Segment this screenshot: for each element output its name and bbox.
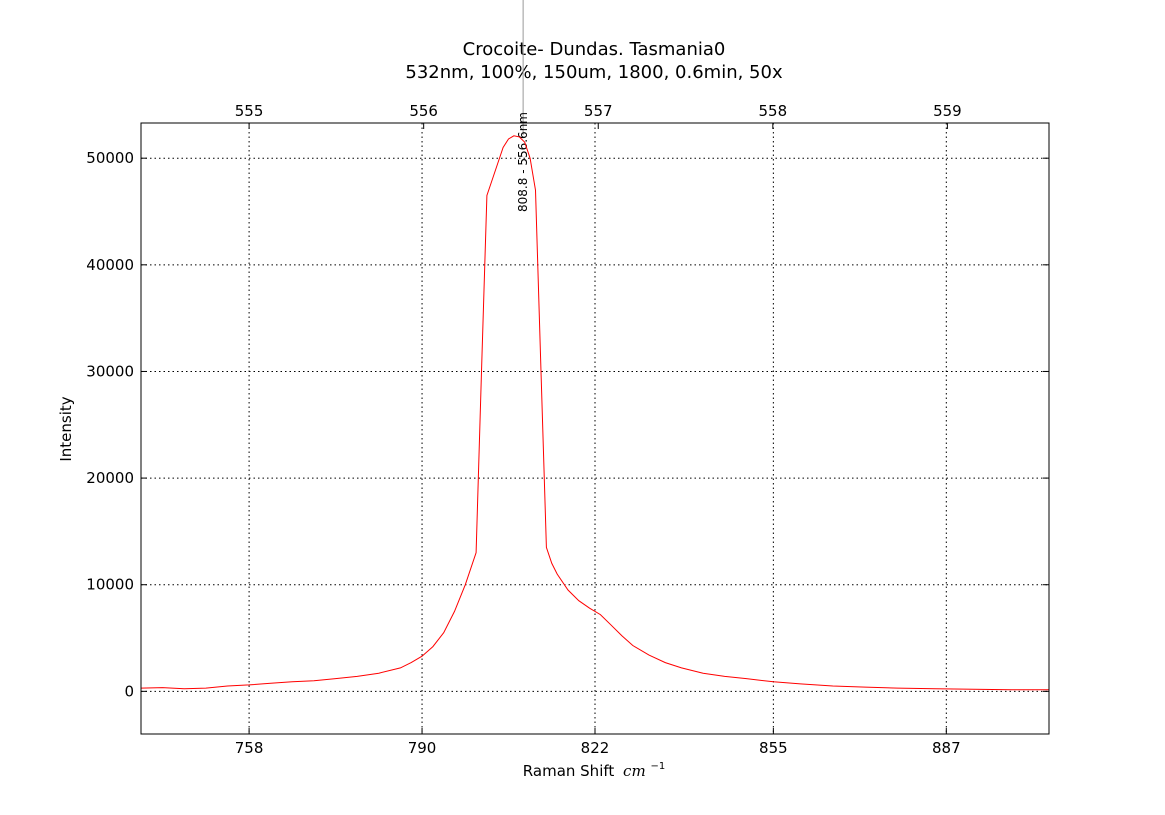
y-tick-label: 40000 (86, 256, 134, 274)
x-tick-label: 758 (235, 739, 264, 757)
x-tick-label: 855 (759, 739, 788, 757)
x-axis-label-text: Raman Shift (523, 762, 615, 780)
y-tick-label: 20000 (86, 469, 134, 487)
y-tick-label: 0 (124, 682, 134, 700)
x-tick-label: 790 (408, 739, 437, 757)
plot-frame (140, 122, 1050, 735)
axis-ticks: 758 790 822 855 887 0 10000 20000 30000 40000 5000… (86, 102, 1049, 757)
x-axis-unit-exponent: −1 (650, 761, 665, 772)
y-tick-label: 50000 (86, 149, 134, 167)
top-tick-label: 555 (235, 102, 264, 120)
chart-subtitle: 532nm, 100%, 150um, 1800, 0.6min, 50x (405, 62, 783, 83)
x-axis-unit: cm (623, 762, 646, 780)
x-axis-label: Raman Shift cm −1 (523, 761, 665, 780)
top-tick-label: 559 (933, 102, 962, 120)
top-tick-label: 558 (758, 102, 787, 120)
grid-lines (141, 123, 1049, 734)
x-tick-label: 887 (932, 739, 961, 757)
top-tick-label: 557 (584, 102, 613, 120)
y-tick-label: 30000 (86, 362, 134, 380)
chart-title: Crocoite- Dundas. Tasmania0 (463, 39, 726, 60)
x-tick-label: 822 (581, 739, 610, 757)
top-tick-label: 556 (409, 102, 438, 120)
peak-annotation: 808.8 - 556.6nm (516, 0, 530, 212)
y-axis-label: Intensity (57, 396, 75, 461)
series-layer (140, 135, 1049, 691)
peak-label: 808.8 - 556.6nm (516, 112, 530, 212)
y-tick-label: 10000 (86, 576, 134, 594)
spectrum-line (140, 135, 1049, 691)
